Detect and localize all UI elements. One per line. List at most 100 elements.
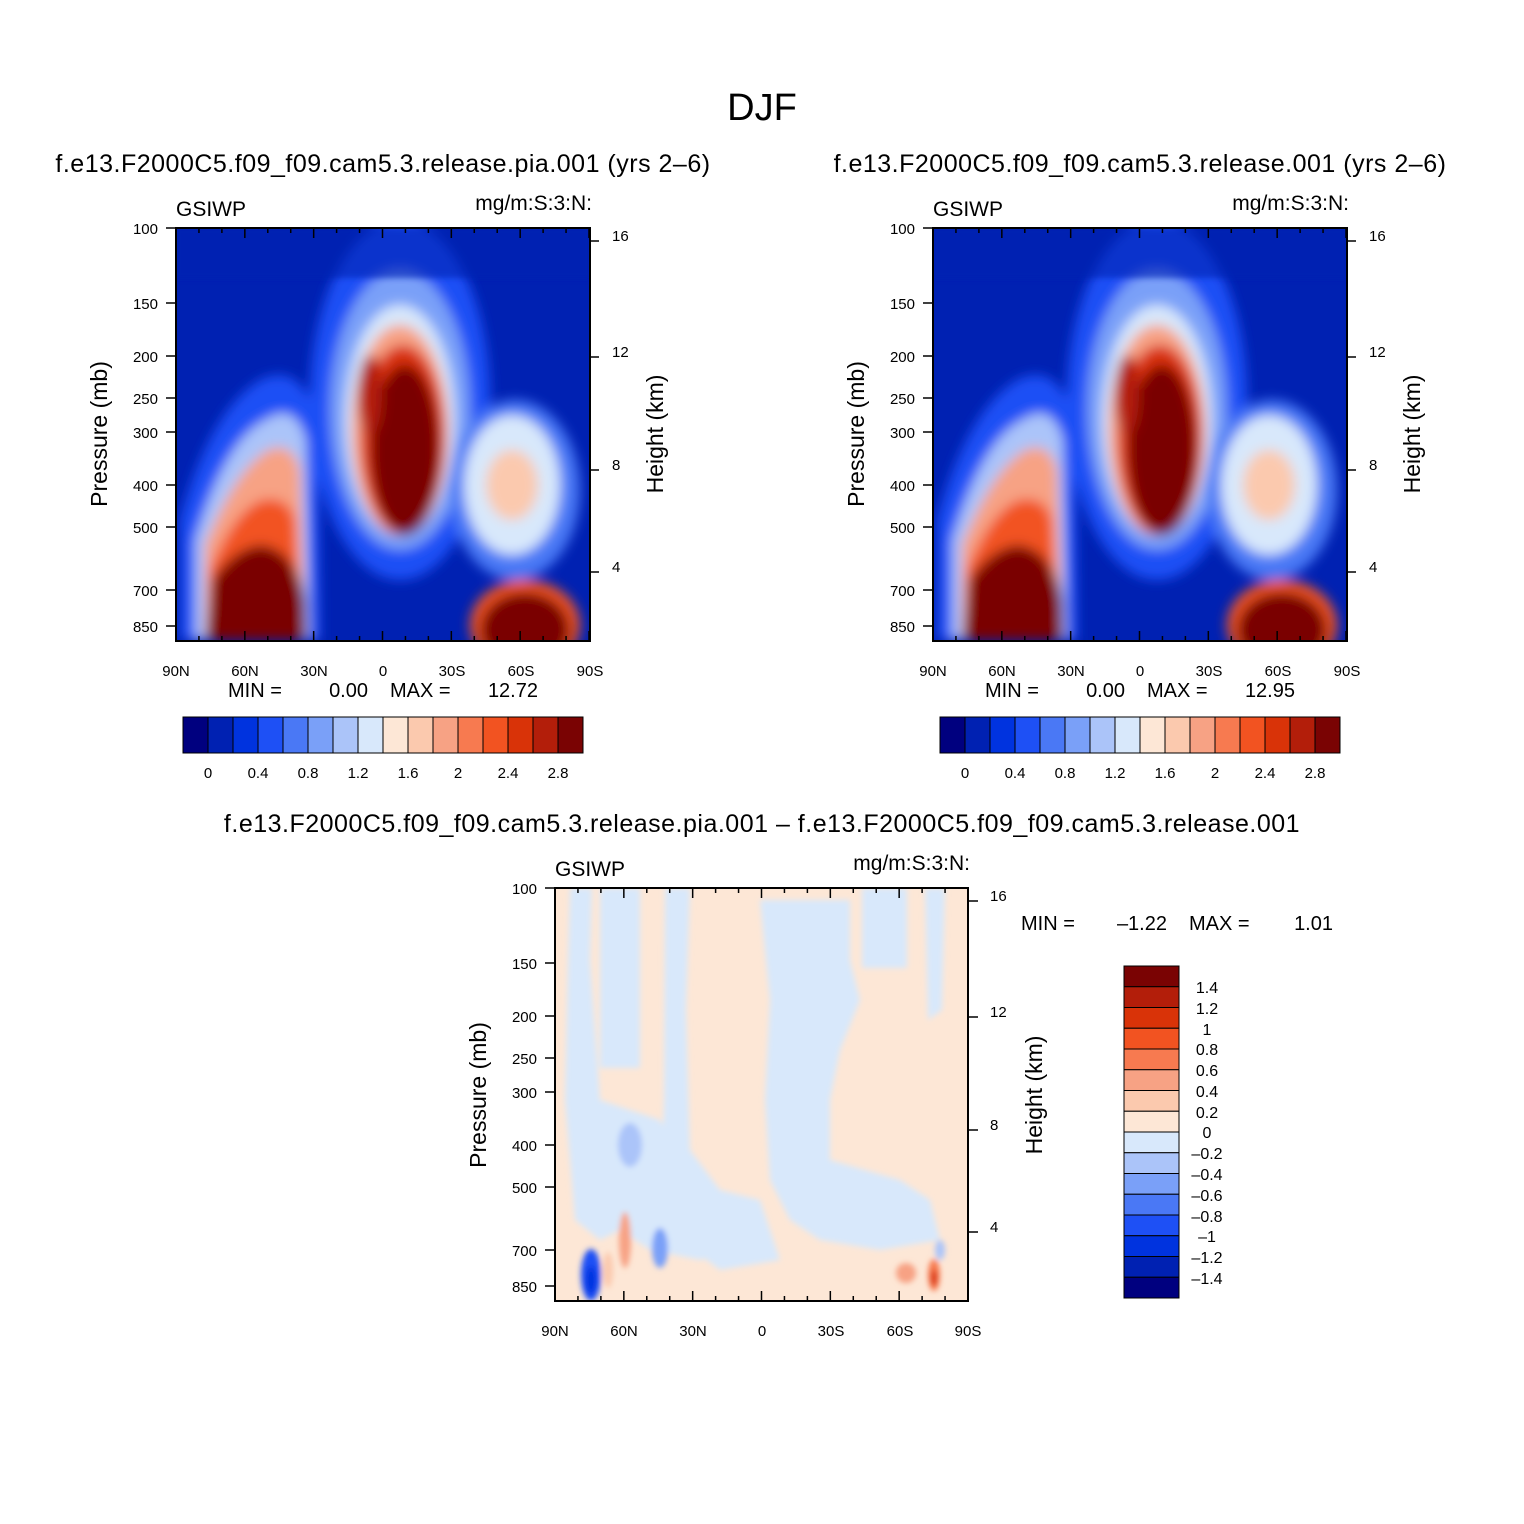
y-tick-labels: 100 150 200 250 300 400 500 700 850: [890, 221, 915, 636]
units-label: mg/m:S:3:N:: [475, 192, 592, 215]
colorbar-swatch: [1123, 1276, 1180, 1299]
colorbar-label: –1.2: [1191, 1250, 1222, 1267]
colorbar-swatch: [307, 716, 334, 754]
colorbar-swatch: [1123, 1069, 1180, 1091]
y2-tick: 16: [990, 888, 1007, 905]
colorbar-swatch: [964, 716, 991, 754]
colorbar-swatch: [1123, 1256, 1180, 1278]
y2-tick: 4: [612, 559, 620, 576]
colorbar-label: 2.4: [1255, 765, 1276, 782]
y-tick: 500: [890, 520, 915, 537]
y2-tick-labels: 16 12 8 4: [1369, 228, 1386, 576]
y2-tick: 4: [1369, 559, 1377, 576]
x-tick: 90N: [162, 663, 190, 680]
x-tick: 90S: [955, 1323, 982, 1340]
colorbar-swatch: [1239, 716, 1266, 754]
max-value: 12.72: [488, 680, 538, 702]
x-tick: 60S: [508, 663, 535, 680]
x-tick: 0: [379, 663, 387, 680]
colorbar-swatch: [1314, 716, 1341, 754]
colorbar-swatch: [1123, 1173, 1180, 1195]
colorbar-swatch: [457, 716, 484, 754]
y-tick: 300: [133, 425, 158, 442]
y2-tick-labels: 16 12 8 4: [612, 228, 629, 576]
colorbar-label: –0.2: [1191, 1146, 1222, 1163]
variable-label: GSIWP: [933, 198, 1003, 221]
colorbar-swatch: [482, 716, 509, 754]
x-tick: 30S: [1196, 663, 1223, 680]
colorbar-swatch: [557, 716, 584, 754]
x-tick: 60N: [988, 663, 1016, 680]
y2-tick: 16: [1369, 228, 1386, 245]
colorbar-swatch: [1014, 716, 1041, 754]
y2-tick-labels: 16 12 8 4: [990, 888, 1007, 1236]
y-axis-label: Pressure (mb): [86, 361, 112, 507]
y-tick: 250: [890, 391, 915, 408]
colorbar-swatch: [332, 716, 359, 754]
y-tick: 850: [512, 1279, 537, 1296]
colorbar-swatch: [1123, 1214, 1180, 1237]
colorbar-swatch: [282, 716, 309, 754]
colorbar-labels: 0 0.4 0.8 1.2 1.6 2 2.4 2.8: [961, 765, 1326, 782]
y2-tick: 12: [612, 344, 629, 361]
colorbar-label: 0: [1203, 1125, 1212, 1142]
y2-tick: 12: [1369, 344, 1386, 361]
colorbar-swatch: [257, 716, 284, 754]
y-tick: 250: [512, 1051, 537, 1068]
colorbar-label: 0.2: [1196, 1105, 1218, 1122]
y-tick: 400: [133, 478, 158, 495]
colorbar-label: –0.6: [1191, 1188, 1222, 1205]
colorbar-label: –0.4: [1191, 1167, 1222, 1184]
panel-title: f.e13.F2000C5.f09_f09.cam5.3.release.pia…: [224, 810, 1300, 838]
y2-axis-label: Height (km): [1021, 1036, 1047, 1155]
y-axis-label: Pressure (mb): [465, 1022, 491, 1168]
colorbar-label: 1.2: [1105, 765, 1126, 782]
y-tick: 200: [133, 349, 158, 366]
y2-axis-label: Height (km): [1399, 375, 1425, 494]
contour-field: [555, 888, 968, 1301]
colorbar-swatch: [939, 716, 966, 754]
colorbar-label: 2.4: [498, 765, 519, 782]
y-tick: 100: [890, 221, 915, 238]
colorbar-swatch: [989, 716, 1016, 754]
x-tick: 30S: [818, 1323, 845, 1340]
y-tick: 850: [133, 619, 158, 636]
colorbar-swatch: [1123, 1027, 1180, 1050]
max-label: MAX =: [1147, 680, 1208, 702]
panel-title: f.e13.F2000C5.f09_f09.cam5.3.release.pia…: [55, 150, 710, 178]
colorbar-swatch: [1123, 1090, 1180, 1112]
y-tick: 500: [512, 1180, 537, 1197]
axis-ticks: [166, 227, 1356, 1301]
x-tick: 90N: [919, 663, 947, 680]
min-label: MIN =: [1021, 913, 1075, 935]
panel-pia: f.e13.F2000C5.f09_f09.cam5.3.release.pia…: [55, 150, 710, 782]
colorbar-swatch: [1123, 1110, 1180, 1133]
y-tick: 500: [133, 520, 158, 537]
colorbar-swatch: [182, 716, 209, 754]
y-tick: 700: [890, 583, 915, 600]
y-tick: 400: [890, 478, 915, 495]
colorbar-swatch: [1164, 716, 1191, 754]
y-tick: 300: [512, 1085, 537, 1102]
colorbar-label: 2: [454, 765, 462, 782]
x-tick-labels: 90N 60N 30N 0 30S 60S 90S: [162, 663, 603, 680]
units-label: mg/m:S:3:N:: [1232, 192, 1349, 215]
colorbar-label: 2: [1211, 765, 1219, 782]
y-tick: 150: [890, 296, 915, 313]
colorbar-labels: 1.4 1.2 1 0.8 0.6 0.4 0.2 0 –0.2 –0.4 –0…: [1191, 980, 1222, 1288]
variable-label: GSIWP: [555, 858, 625, 881]
max-value: 12.95: [1245, 680, 1295, 702]
y-tick: 250: [133, 391, 158, 408]
y2-tick: 8: [612, 457, 620, 474]
colorbar-swatch: [232, 716, 259, 754]
colorbar-swatch: [1139, 716, 1166, 754]
colorbar-swatch: [432, 716, 459, 754]
colorbar: [939, 716, 1341, 754]
colorbar-label: 1.6: [1155, 765, 1176, 782]
colorbar-label: 1.2: [1196, 1001, 1218, 1018]
colorbar-swatch: [507, 716, 534, 754]
y-tick: 300: [890, 425, 915, 442]
colorbar-swatch: [407, 716, 434, 754]
colorbar-label: –1.4: [1191, 1271, 1222, 1288]
